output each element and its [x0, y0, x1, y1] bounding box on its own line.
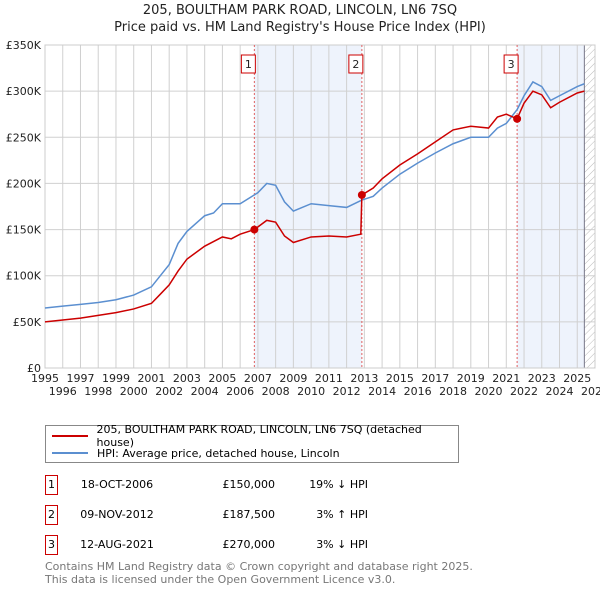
x-tick-label: 2026: [581, 385, 600, 398]
x-tick-label: 2013: [350, 372, 378, 385]
x-tick-label: 2003: [173, 372, 201, 385]
shaded-range: [254, 45, 362, 368]
y-tick-label: £50K: [13, 316, 42, 329]
shaded-range: [517, 45, 585, 368]
footer-copyright: Contains HM Land Registry data © Crown c…: [45, 560, 473, 573]
sale-hpi-diff: 3% ↑ HPI: [316, 508, 368, 521]
x-tick-label: 2017: [421, 372, 449, 385]
price-chart: 1995199619971998199920002001200220032004…: [6, 39, 600, 398]
x-tick-label: 2025: [563, 372, 591, 385]
sale-point: [513, 114, 522, 123]
sale-date: 18-OCT-2006: [80, 478, 154, 491]
chart-title-line1: 205, BOULTHAM PARK ROAD, LINCOLN, LN6 7S…: [142, 3, 458, 18]
x-tick-label: 1997: [66, 372, 94, 385]
sale-date: 12-AUG-2021: [80, 538, 154, 551]
x-tick-label: 2020: [475, 385, 503, 398]
sale-number-badge: 3: [45, 535, 58, 555]
sale-label: 3: [508, 58, 515, 71]
plot-border: [44, 44, 596, 369]
x-tick-label: 2021: [492, 372, 520, 385]
chart-title-line2: Price paid vs. HM Land Registry's House …: [114, 20, 486, 35]
sale-label: 1: [245, 58, 252, 71]
x-tick-label: 2001: [137, 372, 165, 385]
legend: 205, BOULTHAM PARK ROAD, LINCOLN, LN6 7S…: [45, 423, 459, 463]
y-tick-label: £200K: [6, 177, 42, 190]
x-tick-label: 2016: [404, 385, 432, 398]
legend-label-property: 205, BOULTHAM PARK ROAD, LINCOLN, LN6 7S…: [96, 423, 422, 449]
x-tick-label: 2004: [191, 385, 219, 398]
x-tick-label: 2000: [120, 385, 148, 398]
y-tick-label: £350K: [6, 39, 42, 52]
legend-item-property: 205, BOULTHAM PARK ROAD, LINCOLN, LN6 7S…: [52, 423, 458, 449]
blue-line-swatch: [52, 452, 88, 454]
x-tick-label: 2010: [297, 385, 325, 398]
sale-hpi-diff: 19% ↓ HPI: [309, 478, 368, 491]
table-row: 1 18-OCT-2006 £150,000 19% ↓ HPI: [45, 475, 445, 495]
x-tick-label: 2007: [244, 372, 272, 385]
sale-point: [250, 225, 259, 234]
legend-item-hpi: HPI: Average price, detached house, Linc…: [52, 445, 340, 461]
sale-label-box: [503, 54, 519, 74]
footer-licence: This data is licensed under the Open Gov…: [45, 573, 396, 586]
x-tick-label: 2014: [368, 385, 396, 398]
sale-price: £187,500: [222, 508, 276, 521]
sale-label-box: [348, 54, 364, 74]
x-tick-label: 1995: [31, 372, 59, 385]
sale-hpi-diff: 3% ↓ HPI: [316, 538, 368, 551]
x-tick-label: 2024: [546, 385, 574, 398]
x-tick-label: 2012: [333, 385, 361, 398]
hpi-line: [44, 80, 585, 309]
red-line-swatch: [52, 435, 88, 437]
x-tick-label: 2002: [155, 385, 183, 398]
sale-label-box: [240, 54, 256, 74]
sale-point: [357, 190, 366, 199]
x-tick-label: 2022: [510, 385, 538, 398]
x-tick-label: 2015: [386, 372, 414, 385]
x-tick-label: 2008: [262, 385, 290, 398]
x-tick-label: 1998: [84, 385, 112, 398]
x-tick-label: 2019: [457, 372, 485, 385]
sale-date: 09-NOV-2012: [80, 508, 154, 521]
x-tick-label: 2006: [226, 385, 254, 398]
y-tick-label: £300K: [6, 85, 42, 98]
x-tick-label: 1996: [49, 385, 77, 398]
legend-label-hpi: HPI: Average price, detached house, Linc…: [97, 446, 340, 460]
x-tick-label: 2018: [439, 385, 467, 398]
table-row: 2 09-NOV-2012 £187,500 3% ↑ HPI: [45, 505, 445, 525]
table-row: 3 12-AUG-2021 £270,000 3% ↓ HPI: [45, 535, 445, 555]
x-tick-label: 2009: [279, 372, 307, 385]
x-tick-label: 1999: [102, 372, 130, 385]
sale-price: £150,000: [222, 478, 276, 491]
x-tick-label: 2023: [528, 372, 556, 385]
sale-number-badge: 2: [45, 505, 58, 525]
sale-price: £270,000: [222, 538, 276, 551]
y-tick-label: £250K: [6, 131, 42, 144]
y-tick-label: £0: [27, 362, 41, 375]
y-tick-label: £150K: [6, 224, 42, 237]
forecast-hatch: [584, 45, 595, 368]
sale-label: 2: [352, 58, 359, 71]
x-tick-label: 2005: [208, 372, 236, 385]
y-tick-label: £100K: [6, 270, 42, 283]
sale-number-badge: 1: [45, 475, 58, 495]
x-tick-label: 2011: [315, 372, 343, 385]
